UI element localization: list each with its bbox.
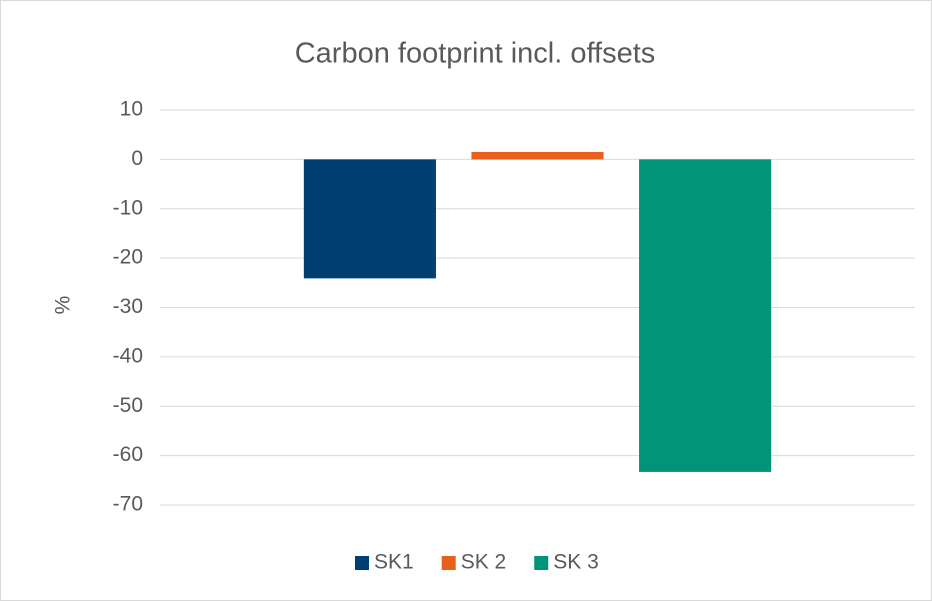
bar (471, 151, 604, 160)
chart-title: Carbon footprint incl. offsets (295, 38, 656, 70)
legend-label: SK 2 (461, 551, 507, 574)
legend-label: SK1 (374, 551, 414, 574)
legend-swatch (441, 556, 456, 570)
legend-label: SK 3 (553, 551, 599, 574)
y-tick-label: -30 (113, 295, 143, 318)
y-tick-label: 10 (120, 98, 143, 121)
legend-swatch (534, 556, 549, 570)
y-tick-label: -20 (113, 246, 143, 269)
y-tick-label: -10 (113, 196, 143, 219)
y-tick-label: -60 (113, 443, 143, 466)
legend-swatch (355, 556, 369, 570)
bar (303, 159, 436, 279)
y-tick-label: 0 (131, 147, 143, 170)
bar (639, 159, 772, 472)
y-axis-label: % (52, 296, 75, 315)
y-tick-label: -50 (113, 394, 143, 417)
y-tick-label: -70 (113, 493, 143, 516)
y-tick-label: -40 (113, 344, 143, 367)
